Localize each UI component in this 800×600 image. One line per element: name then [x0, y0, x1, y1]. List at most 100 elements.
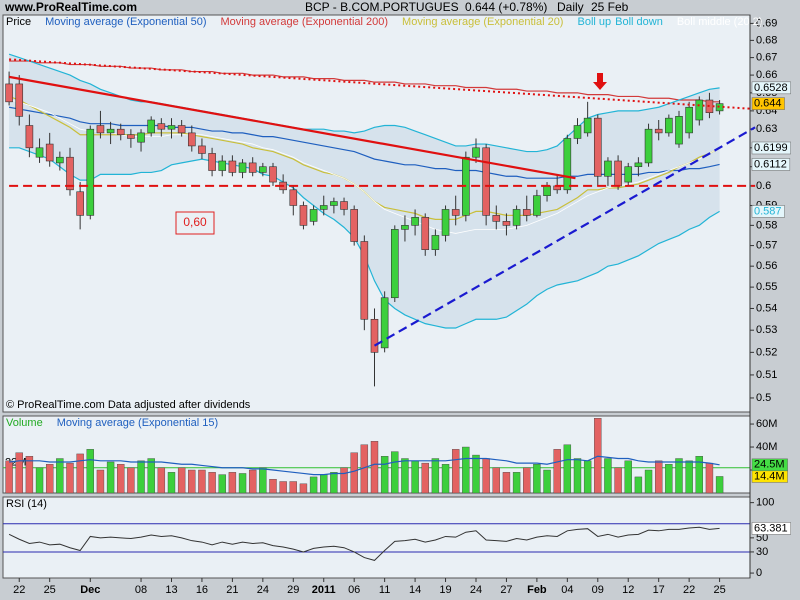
candle-body — [330, 201, 338, 206]
volume-bar — [533, 464, 541, 494]
candle-body — [522, 209, 531, 216]
candle-body — [350, 209, 358, 242]
y-tick-label: 0.55 — [756, 281, 777, 293]
x-tick-label: 13 — [165, 584, 177, 596]
candle-body — [573, 125, 582, 139]
volume-bar — [553, 449, 561, 494]
y-tick-label: 30 — [756, 546, 768, 558]
candle-body — [543, 185, 551, 196]
y-tick-label: 0.68 — [756, 34, 777, 46]
legend-entry: Moving average (Exponential 200) — [221, 16, 389, 28]
indicator-line — [9, 60, 720, 103]
candle-body — [269, 166, 277, 183]
candle-body — [86, 128, 95, 216]
quote: 0.644 (+0.78%) — [465, 0, 547, 14]
candle-body — [25, 125, 34, 149]
volume-bar — [76, 453, 84, 494]
x-tick-label: 06 — [348, 584, 360, 596]
candle-body — [654, 128, 663, 134]
volume-bar — [370, 441, 379, 494]
arrow-marker — [593, 73, 607, 90]
legend-entry: Boll down — [615, 16, 663, 28]
volume-bar — [66, 462, 74, 494]
volume-bar — [106, 461, 115, 494]
x-tick-label: 04 — [561, 584, 573, 596]
candle-body — [390, 229, 399, 299]
volume-bar — [86, 449, 94, 494]
rsi-panel — [2, 496, 751, 579]
candle-body — [533, 195, 541, 216]
x-tick-label: 25 — [713, 584, 725, 596]
y-tick-label: 0.69 — [756, 17, 777, 29]
volume-bar — [644, 469, 653, 494]
x-tick-label: 24 — [257, 584, 269, 596]
volume-bar — [512, 472, 521, 494]
volume-bar — [563, 444, 572, 494]
last-value-box — [751, 522, 791, 535]
volume-bar — [25, 456, 34, 494]
candle-body — [431, 235, 440, 250]
annotation: 0,60 — [183, 215, 207, 229]
y-tick-label: 0.5 — [756, 392, 771, 404]
y-tick-label: 0.52 — [756, 346, 777, 358]
plot-layer: 0.690.680.670.660.650.640.630.620.610.60… — [3, 15, 791, 596]
x-tick-label: 08 — [135, 584, 147, 596]
candle-body — [624, 166, 633, 183]
volume-bar — [320, 474, 328, 494]
volume-bar — [117, 464, 125, 494]
candle-body — [593, 117, 602, 177]
volume-bar — [56, 458, 64, 494]
volume-bar — [654, 460, 663, 494]
trendline — [8, 75, 576, 180]
volume-bar — [472, 454, 480, 494]
candle-body — [675, 116, 683, 145]
x-tick-label: 17 — [653, 584, 665, 596]
volume-bar — [411, 460, 419, 494]
legend-entry: Boll middle (20 2) — [677, 16, 763, 28]
y-tick-label: 0.51 — [756, 369, 777, 381]
rsi-line — [8, 526, 720, 561]
y-tick-label: 0.58 — [756, 219, 777, 231]
volume-bar — [269, 479, 277, 494]
trendline — [373, 126, 756, 347]
volume-bar — [238, 473, 247, 494]
legend-entry: Price — [6, 16, 31, 28]
candle-body — [35, 147, 44, 158]
x-tick-label: 19 — [439, 584, 451, 596]
candle-body — [218, 160, 227, 171]
volume-bar — [695, 456, 703, 494]
candle-body — [106, 128, 115, 134]
last-value-label: 0.6528 — [754, 82, 788, 94]
candle-body — [715, 103, 724, 112]
volume-bar — [604, 458, 612, 494]
candle-body — [380, 297, 389, 349]
volume-bar — [309, 476, 318, 494]
x-tick-label: 09 — [592, 584, 604, 596]
x-tick-label: 16 — [196, 584, 208, 596]
instrument-title: BCP - B.COM.PORTUGUES — [305, 0, 459, 14]
volume-bar — [624, 460, 632, 494]
last-value-box — [751, 141, 791, 155]
volume-bar — [228, 472, 237, 494]
volume-bar — [299, 483, 308, 494]
volume-bar — [451, 449, 460, 494]
volume-bar — [502, 472, 511, 494]
legend-entry: Moving average (Exponential 15) — [57, 417, 218, 429]
last-value-label: 0.644 — [754, 98, 782, 110]
volume-bar — [523, 467, 531, 494]
y-tick-label: 50 — [756, 532, 768, 544]
volume-bar — [218, 474, 226, 494]
candle-body — [116, 128, 125, 136]
candle-body — [685, 106, 693, 134]
volume-bar — [543, 469, 551, 494]
volume-bar — [665, 464, 673, 494]
volume-bar — [330, 472, 338, 494]
volume-bar — [279, 481, 287, 494]
x-tick-label: 25 — [44, 584, 56, 596]
candle-body — [96, 125, 105, 134]
x-tick-label: Feb — [527, 584, 547, 596]
volume-bar — [583, 460, 592, 494]
candle-body — [289, 189, 298, 206]
volume-bar — [685, 460, 693, 494]
candle-body — [634, 162, 643, 168]
